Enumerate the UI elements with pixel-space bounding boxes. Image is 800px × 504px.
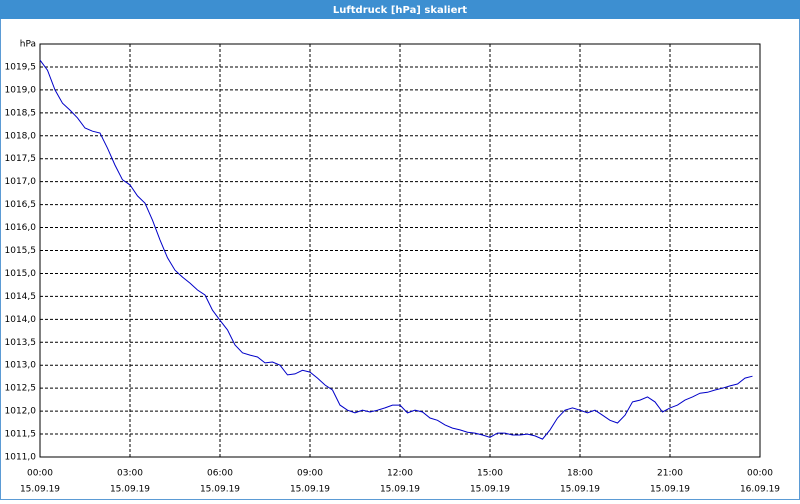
x-tick-date: 15.09.19 [380,485,420,495]
y-tick-label: 1011,0 [5,453,37,463]
x-tick-label: 15:00 [477,469,503,479]
x-tick-date: 15.09.19 [650,485,690,495]
x-tick-label: 03:00 [117,469,143,479]
y-tick-label: 1018,5 [5,108,37,118]
y-tick-label: 1017,5 [5,154,37,164]
x-tick-label: 09:00 [297,469,323,479]
y-tick-label: 1019,0 [5,85,37,95]
x-tick-date: 15.09.19 [470,485,510,495]
y-tick-label: 1016,5 [5,200,37,210]
x-tick-date: 15.09.19 [560,485,600,495]
y-tick-label: 1014,5 [5,292,37,302]
x-tick-label: 18:00 [567,469,593,479]
y-tick-label: 1018,0 [5,131,37,141]
title-bar [0,0,800,19]
y-tick-label: 1015,0 [5,269,37,279]
y-tick-label: 1013,5 [5,338,37,348]
chart-title: Luftdruck [hPa] skaliert [333,5,467,16]
y-tick-label: 1013,0 [5,361,37,371]
y-tick-label: 1019,5 [5,62,37,72]
y-axis-label: hPa [20,40,36,50]
y-tick-label: 1014,0 [5,315,37,325]
x-tick-date: 15.09.19 [20,485,60,495]
x-tick-label: 00:00 [27,469,53,479]
y-tick-label: 1016,0 [5,223,37,233]
y-tick-label: 1015,5 [5,246,37,256]
x-tick-label: 06:00 [207,469,233,479]
x-tick-label: 12:00 [387,469,413,479]
x-tick-label: 00:00 [747,469,773,479]
y-tick-label: 1012,5 [5,384,37,394]
pressure-line [39,59,753,440]
x-tick-date: 15.09.19 [200,485,240,495]
y-tick-label: 1017,0 [5,177,37,187]
y-tick-label: 1011,5 [5,430,37,440]
y-tick-label: 1012,0 [5,407,37,417]
x-tick-date: 16.09.19 [740,485,780,495]
x-tick-label: 21:00 [657,469,683,479]
x-tick-date: 15.09.19 [110,485,150,495]
x-tick-date: 15.09.19 [290,485,330,495]
plot-frame [39,43,761,458]
